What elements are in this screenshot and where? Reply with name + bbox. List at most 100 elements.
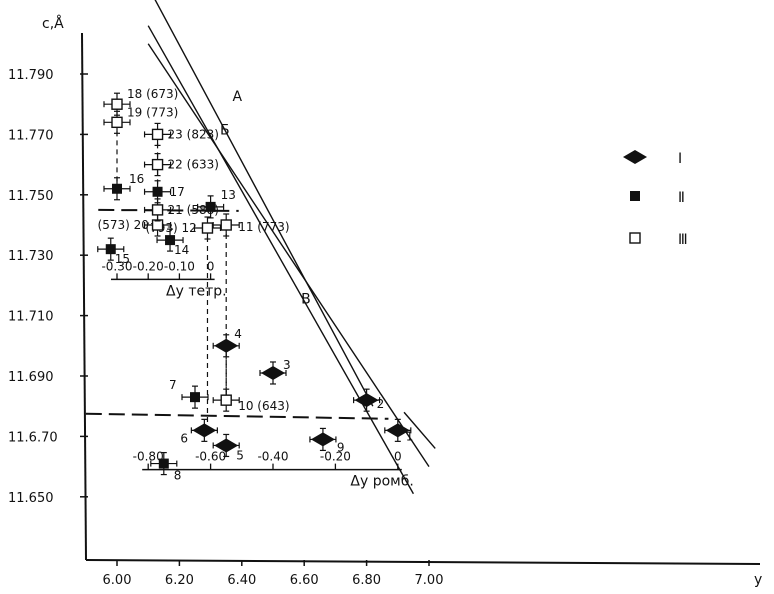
data-point: 13: [197, 188, 236, 219]
open-square-marker: [111, 116, 123, 129]
diamond-marker: [310, 432, 335, 447]
y-tick-label: 11.710: [8, 310, 54, 325]
open-square-marker: [220, 219, 232, 231]
point-label: 21 (588): [168, 203, 219, 217]
data-point: 10 (643): [212, 388, 290, 413]
y-tick-label: 11.770: [8, 128, 54, 143]
diamond-marker: [385, 423, 410, 438]
data-point: 9: [309, 427, 345, 454]
point-label: 16: [129, 172, 144, 186]
filled-square-marker: [190, 392, 200, 403]
point-label: 11 (773): [238, 220, 289, 234]
y-axis-label: c,Å: [42, 15, 64, 32]
point-label: 17: [170, 185, 185, 199]
data-point: 17: [143, 180, 185, 204]
legend-label: Ⅱ: [678, 190, 685, 206]
filled-square-marker: [205, 201, 216, 212]
point-label: 9: [337, 440, 345, 454]
data-point: 2: [353, 388, 385, 412]
legend: Ⅰ Ⅱ Ⅲ: [623, 150, 688, 248]
point-label: 18 (673): [127, 87, 178, 101]
diamond-marker: [261, 365, 285, 380]
dashed-level-line: [85, 412, 389, 420]
x-tick-label: 6.00: [103, 573, 132, 588]
data-point: 21 (588): [143, 198, 219, 222]
y-axis-line: [81, 32, 87, 561]
data-point: 16: [103, 172, 144, 201]
legend-label: Ⅲ: [678, 232, 688, 248]
open-square-marker: [151, 219, 164, 231]
point-label: 8: [174, 469, 182, 483]
data-point: 7: [169, 378, 209, 409]
data-point: 6: [180, 418, 218, 445]
trend-line: [403, 411, 436, 449]
trend-line-label: А: [232, 89, 242, 105]
diamond-marker: [214, 438, 239, 453]
secondary-tick-label: -0.30: [101, 259, 132, 273]
open-square-marker: [151, 204, 164, 216]
point-label: 1: [406, 429, 414, 443]
diamond-marker: [192, 423, 217, 438]
data-point: 1: [384, 418, 414, 443]
y-tick-label: 11.750: [8, 189, 54, 204]
filled-square-marker: [630, 191, 640, 201]
trend-line: [154, 0, 374, 407]
diamond-marker: [623, 150, 647, 164]
trend-lines: А Б В: [147, 0, 436, 495]
point-label: 2: [377, 397, 385, 411]
secondary-axis-label: Δy ромб.: [350, 474, 413, 490]
data-point: 23 (823): [143, 122, 219, 146]
data-point: (573) 20: [98, 213, 172, 237]
trend-line-label: В: [301, 292, 311, 308]
data-point: 19 (773): [103, 105, 178, 134]
data-point: 3: [259, 358, 291, 385]
x-tick-label: 6.80: [352, 573, 381, 588]
open-square-marker: [220, 394, 232, 406]
y-tick-label: 11.730: [8, 249, 54, 264]
filled-square-marker: [152, 186, 163, 197]
secondary-tick-label: 0: [394, 450, 402, 464]
secondary-tick-label: -0.10: [164, 259, 195, 273]
x-tick-label: 7.00: [415, 573, 444, 588]
point-label: 3: [283, 358, 291, 372]
axes: c,Å y: [42, 15, 762, 588]
legend-label: Ⅰ: [678, 151, 682, 167]
open-square-marker: [151, 158, 164, 171]
point-label: 14: [174, 243, 189, 257]
y-ticks: 11.650 11.6.70 11.690 11.710 11.730 11.750 11.…: [8, 68, 88, 506]
y-tick-label: 11.6.70: [8, 430, 58, 445]
data-point: 15: [97, 237, 130, 266]
trend-line-label: Б: [220, 122, 230, 138]
trend-line: [147, 25, 415, 495]
point-label: 19 (773): [127, 105, 178, 119]
data-point: 22 (633): [143, 153, 219, 177]
point-label: 7: [169, 378, 177, 392]
open-square-marker: [151, 128, 164, 141]
point-label: (573) 20: [98, 218, 149, 232]
open-square-marker: [201, 222, 214, 234]
open-square-marker: [111, 98, 123, 110]
trend-line: [147, 43, 430, 467]
diamond-marker: [354, 393, 379, 408]
secondary-axes: -0.80 -0.60 -0.40 -0.20 0Δy ромб.-0.30 -0.20-…: [101, 259, 413, 489]
diamond-marker: [214, 338, 239, 353]
y-tick-label: 11.650: [8, 491, 54, 506]
x-tick-label: 6.20: [165, 573, 194, 588]
data-point: 11 (773): [212, 213, 290, 237]
point-label: 10 (643): [238, 399, 289, 413]
secondary-axis-label: Δy тетр.: [166, 283, 227, 299]
secondary-tick-label: -0.20: [320, 450, 351, 464]
x-tick-label: 6.40: [227, 573, 256, 588]
x-ticks: 6.00 6.20 6.40 6.60 6.80 7.00: [103, 560, 444, 588]
secondary-tick-label: -0.60: [195, 450, 226, 464]
secondary-tick-label: 0: [207, 259, 215, 273]
point-label: 22 (633): [168, 158, 219, 172]
point-label: 23 (823): [168, 127, 219, 141]
filled-square-marker: [158, 458, 169, 469]
secondary-tick-label: -0.20: [133, 259, 164, 273]
point-label: 5: [236, 448, 244, 462]
data-point: 18 (673): [103, 87, 178, 116]
point-label: 15: [115, 252, 130, 266]
